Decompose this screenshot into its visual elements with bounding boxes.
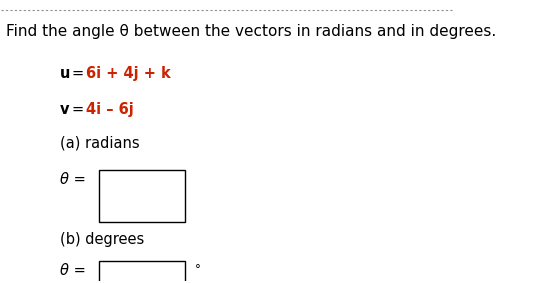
Text: (b) degrees: (b) degrees: [60, 232, 144, 247]
Text: θ =: θ =: [60, 172, 86, 187]
Text: Find the angle θ between the vectors in radians and in degrees.: Find the angle θ between the vectors in …: [6, 24, 496, 39]
Text: θ =: θ =: [60, 263, 86, 278]
FancyBboxPatch shape: [98, 170, 185, 222]
Text: (a) radians: (a) radians: [60, 136, 140, 151]
FancyBboxPatch shape: [98, 261, 185, 283]
Text: u: u: [60, 66, 71, 81]
Text: v: v: [60, 102, 70, 117]
Text: =: =: [72, 102, 83, 117]
Text: °: °: [195, 263, 201, 276]
Text: 4i – 6j: 4i – 6j: [87, 102, 134, 117]
Text: 6i + 4j + k: 6i + 4j + k: [87, 66, 171, 81]
Text: =: =: [72, 66, 83, 81]
